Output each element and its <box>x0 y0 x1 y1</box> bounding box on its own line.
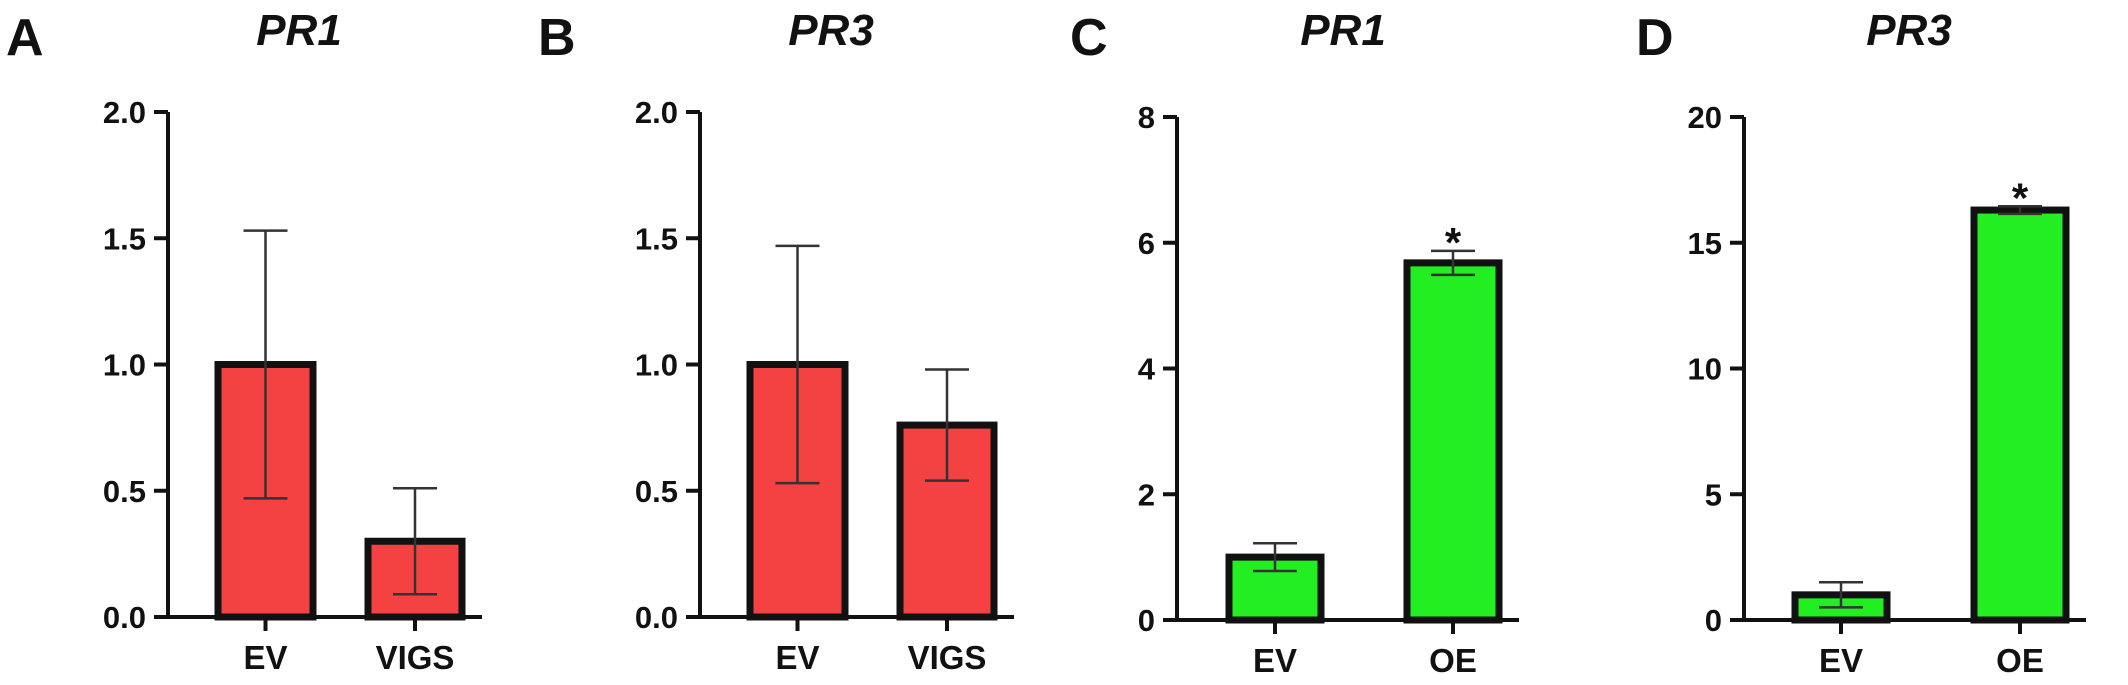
y-tick-label: 10 <box>1688 352 1722 387</box>
y-tick-label: 1.0 <box>635 348 678 383</box>
bar-oe <box>1403 259 1503 624</box>
panel-title: PR1 <box>256 6 342 55</box>
panel-letter: B <box>538 9 576 67</box>
panel-d: D PR3 EV * OE 0 5 10 15 20 <box>1596 0 2128 685</box>
category-label: OE <box>1996 642 2044 679</box>
significance-marker: * <box>2012 174 2029 221</box>
y-tick-label: 6 <box>1138 226 1155 261</box>
error-bar <box>925 368 969 482</box>
y-tick-label: 5 <box>1705 477 1722 512</box>
y-tick-label: 2.0 <box>103 95 146 130</box>
error-bar <box>1819 581 1863 609</box>
bar-chart: EV * OE 0 2 4 6 8 <box>1138 100 1519 679</box>
bar-oe <box>1970 206 2070 624</box>
bar-chart: EV VIGS 0.0 0.5 1.0 1.5 2.0 <box>635 95 1014 676</box>
y-tick-label: 1.5 <box>635 221 678 256</box>
y-tick-label: 0.0 <box>103 600 146 635</box>
panel-letter: A <box>6 9 44 67</box>
y-tick-label: 0 <box>1138 603 1155 638</box>
category-label: VIGS <box>376 639 455 676</box>
error-bar <box>1431 249 1475 277</box>
error-bar <box>1998 205 2042 216</box>
y-tick-label: 2.0 <box>635 95 678 130</box>
panel-letter: D <box>1636 9 1674 67</box>
category-label: EV <box>775 639 819 676</box>
panel-letter: C <box>1070 9 1108 67</box>
panel-c: C PR1 EV * OE 0 2 4 6 8 <box>1064 0 1596 685</box>
category-label: EV <box>1253 642 1297 679</box>
y-tick-label: 0 <box>1705 603 1722 638</box>
error-bar <box>1253 542 1297 573</box>
bar-chart: EV * OE 0 5 10 15 20 <box>1688 100 2086 679</box>
category-label: VIGS <box>908 639 987 676</box>
y-tick-label: 4 <box>1138 352 1156 387</box>
y-tick-label: 1.5 <box>103 221 146 256</box>
panel-b: B PR3 EV VIGS 0.0 0.5 1.0 1.5 2.0 <box>532 0 1064 685</box>
y-tick-label: 0.5 <box>103 474 146 509</box>
bar-chart: EV VIGS 0.0 0.5 1.0 1.5 2.0 <box>103 95 482 676</box>
y-tick-label: 0.0 <box>635 600 678 635</box>
panel-title: PR1 <box>1300 6 1386 55</box>
significance-marker: * <box>1445 219 1462 266</box>
category-label: OE <box>1429 642 1477 679</box>
error-bar <box>775 244 820 485</box>
y-tick-label: 15 <box>1688 226 1722 261</box>
panel-a: A PR1 EV VIGS 0.0 0.5 1.0 1.5 2.0 <box>0 0 532 685</box>
error-bar <box>243 229 288 500</box>
y-tick-label: 1.0 <box>103 348 146 383</box>
category-label: EV <box>243 639 287 676</box>
error-bar <box>393 486 437 596</box>
category-label: EV <box>1819 642 1863 679</box>
y-tick-label: 8 <box>1138 100 1155 135</box>
y-tick-label: 0.5 <box>635 474 678 509</box>
y-tick-label: 2 <box>1138 477 1155 512</box>
panel-title: PR3 <box>1866 6 1952 55</box>
panel-title: PR3 <box>788 6 874 55</box>
y-tick-label: 20 <box>1688 100 1722 135</box>
